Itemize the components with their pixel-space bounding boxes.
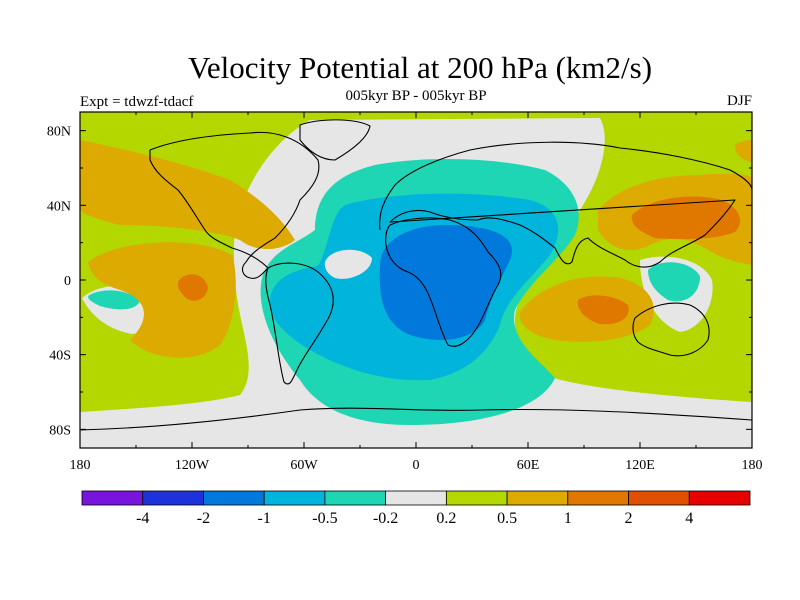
colorbar-label: 0.2 [436,510,456,527]
colorbar-label: -0.5 [312,510,337,527]
x-tick-label: 120W [175,458,210,473]
colorbar-swatch [385,490,447,506]
colorbar-label: 0.5 [497,510,517,527]
x-tick-label: 180 [742,458,763,473]
colorbar-label: 4 [685,510,693,527]
coastline-australia [632,302,710,357]
colorbar-swatch [445,490,508,506]
coastline-eurasia [379,141,752,268]
plot-title: Velocity Potential at 200 hPa (km2/s) [187,50,653,85]
colorbar-swatch [81,490,144,506]
colorbar-label: 2 [625,510,633,527]
y-tick-label: 80N [47,125,71,140]
x-tick-label: 60W [290,458,318,473]
field-pos-strong-asia [631,196,741,240]
map-field [80,112,752,448]
colorbar-swatch [506,490,569,506]
colorbar-label: -2 [197,510,210,527]
field-pos-moderate-nw [80,140,295,249]
colorbar-swatch [628,490,690,506]
field-neg-patch-e [648,262,700,302]
y-tick-label: 40S [49,349,71,364]
y-tick-label: 40N [47,199,71,214]
y-axis: 80N 40N 0 40S 80S [47,125,752,438]
colorbar-swatch [203,490,265,506]
coastline-greenland [299,119,371,161]
x-tick-label: 60E [517,458,540,473]
colorbar-swatch [567,490,629,506]
colorbar: -4 -2 -1 -0.5 -0.2 0.2 0.5 1 2 4 [81,490,751,527]
x-tick-label: 120E [625,458,655,473]
y-tick-label: 80S [49,423,71,438]
colorbar-label: -1 [258,510,271,527]
x-axis: 180 120W 60W 0 60E 120E 180 [70,112,763,473]
colorbar-swatch [263,490,326,506]
field-pos-moderate-ne-edge [735,140,752,162]
colorbar-swatch [142,490,204,506]
field-pos-moderate-npac [88,242,236,358]
season-label: DJF [726,93,752,109]
coastline-south-america [265,262,334,385]
colorbar-swatch [324,490,387,506]
y-tick-label: 0 [64,274,71,289]
coastline-africa [385,217,502,347]
colorbar-label: -4 [136,510,149,527]
coastline-antarctica [80,407,752,431]
colorbar-label: 1 [564,510,572,527]
colorbar-label: -0.2 [373,510,398,527]
x-tick-label: 0 [413,458,420,473]
plot-subtitle: 005kyr BP - 005kyr BP [345,88,487,104]
field-neg-patch-w [88,290,140,310]
x-tick-label: 180 [70,458,91,473]
field-neutral-hole [324,249,372,279]
field-pos-strong-npac [177,274,208,301]
field-pos-strong-io [577,295,629,325]
coastline-north-america [149,131,320,279]
field-neg-strong [379,225,512,340]
experiment-label: Expt = tdwzf-tdacf [80,94,194,110]
coastlines [80,119,752,431]
colorbar-swatch [688,490,751,506]
